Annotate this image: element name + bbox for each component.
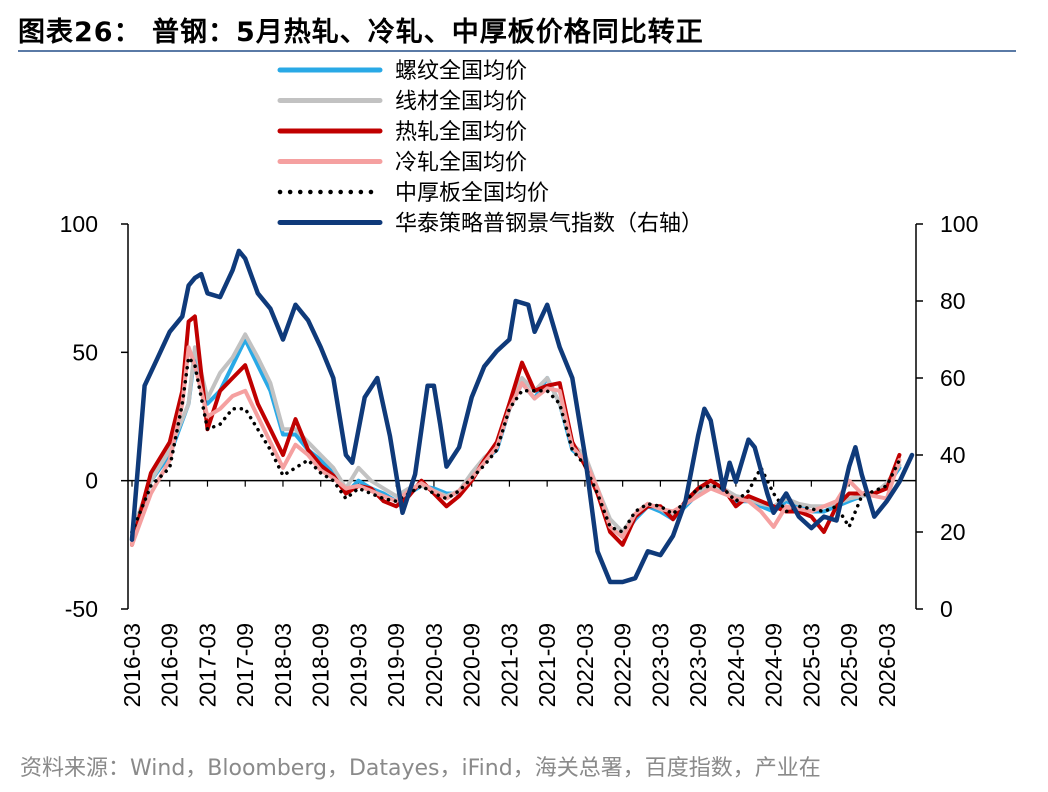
legend-label-hot: 热轧全国均价 (395, 119, 527, 144)
y-right-tick-label: 100 (940, 211, 978, 237)
series-line-cold (130, 345, 902, 547)
x-tick-label: 2020-09 (459, 623, 485, 707)
chart-axes: -50 0 50 100 0 20 40 60 80 100 2016-03 2016-09 2017-… (60, 211, 979, 707)
x-tick-label: 2025-03 (798, 623, 824, 707)
series-line-plate (130, 355, 902, 534)
x-tick-label: 2017-09 (232, 623, 258, 707)
legend-label-cold: 冷轧全国均价 (395, 150, 527, 175)
y-right-tick-label: 20 (940, 519, 966, 545)
x-tick-label: 2016-03 (119, 623, 145, 707)
x-tick-label: 2018-03 (270, 623, 296, 707)
x-tick-label: 2023-03 (647, 623, 673, 707)
y-left-tick-label: 50 (72, 339, 98, 365)
x-tick-label: 2019-09 (383, 623, 409, 707)
x-tick-label: 2022-09 (610, 623, 636, 707)
chart-series (129, 248, 915, 585)
chart-legend: 螺纹全国均价线材全国均价热轧全国均价冷轧全国均价中厚板全国均价华泰策略普钢景气指… (277, 58, 703, 236)
x-tick-label: 2019-03 (345, 623, 371, 707)
y-left-tick-label: 0 (85, 468, 98, 494)
legend-label-index: 华泰策略普钢景气指数（右轴） (395, 211, 703, 236)
chart-title: 图表26： 普钢：5月热轧、冷轧、中厚板价格同比转正 (18, 17, 704, 48)
y-right-tick-label: 80 (940, 288, 966, 314)
x-tick-label: 2016-09 (157, 623, 183, 707)
source-note: 资料来源：Wind，Bloomberg，Datayes，iFind，海关总署，百… (20, 756, 821, 781)
legend-label-wire: 线材全国均价 (395, 89, 527, 114)
title-divider (18, 50, 1016, 52)
legend-label-plate: 中厚板全国均价 (395, 180, 549, 205)
x-tick-label: 2025-09 (836, 623, 862, 707)
y-right-tick-label: 40 (940, 442, 966, 468)
x-tick-label: 2021-03 (496, 623, 522, 707)
y-right-tick-label: 0 (940, 596, 953, 622)
x-tick-label: 2021-09 (534, 623, 560, 707)
y-right-tick-label: 60 (940, 365, 966, 391)
x-tick-label: 2026-03 (874, 623, 900, 707)
x-tick-label: 2020-03 (421, 623, 447, 707)
x-tick-label: 2022-03 (572, 623, 598, 707)
x-tick-label: 2023-09 (685, 623, 711, 707)
x-tick-label: 2024-03 (723, 623, 749, 707)
x-tick-label: 2024-09 (761, 623, 787, 707)
y-left-tick-label: -50 (65, 596, 98, 622)
series-line-index (129, 248, 915, 585)
x-tick-label: 2017-03 (194, 623, 220, 707)
x-tick-label: 2018-09 (308, 623, 334, 707)
y-left-tick-label: 100 (60, 211, 98, 237)
legend-label-rebar: 螺纹全国均价 (395, 58, 527, 83)
